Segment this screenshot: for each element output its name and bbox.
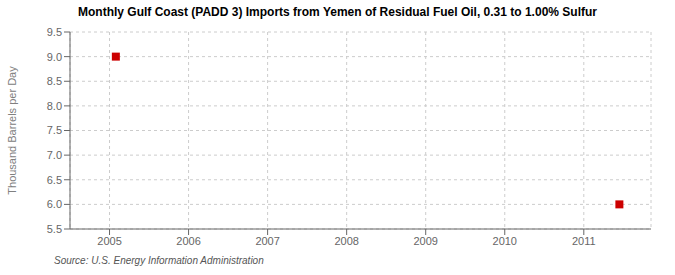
svg-text:2006: 2006 — [176, 235, 200, 247]
svg-text:8.5: 8.5 — [47, 75, 62, 87]
svg-text:8.0: 8.0 — [47, 100, 62, 112]
svg-text:2007: 2007 — [255, 235, 279, 247]
html-text:Monthly Gulf Coast (PADD 3) Im: Monthly Gulf Coast (PADD 3) Imports from… — [78, 5, 597, 19]
svg-text:5.5: 5.5 — [47, 223, 62, 235]
svg-text:6.0: 6.0 — [47, 198, 62, 210]
svg-text:9.5: 9.5 — [47, 26, 62, 38]
svg-text:2005: 2005 — [97, 235, 121, 247]
svg-text:2011: 2011 — [572, 235, 596, 247]
svg-text:7.5: 7.5 — [47, 124, 62, 136]
svg-text:6.5: 6.5 — [47, 174, 62, 186]
svg-text:2010: 2010 — [493, 235, 517, 247]
svg-text:7.0: 7.0 — [47, 149, 62, 161]
svg-text:Thousand Barrels per Day: Thousand Barrels per Day — [8, 66, 18, 195]
html-text:Source: U.S. Energy Informatio: Source: U.S. Energy Information Administ… — [54, 255, 264, 266]
svg-text:2009: 2009 — [413, 235, 437, 247]
svg-text:9.0: 9.0 — [47, 51, 62, 63]
svg-text:2008: 2008 — [334, 235, 358, 247]
